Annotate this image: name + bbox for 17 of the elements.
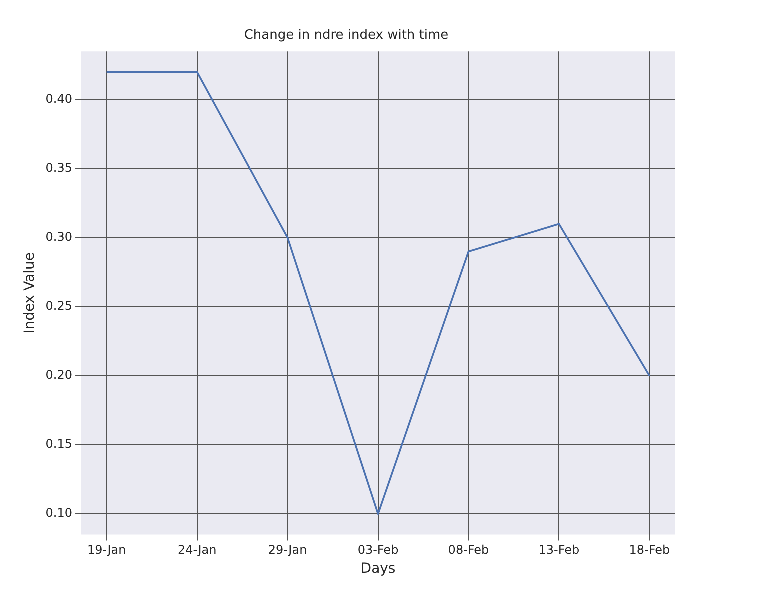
chart-title: Change in ndre index with time [244, 28, 449, 44]
y-tick-label: 0.35 [46, 161, 73, 176]
x-tick-label: 13-Feb [538, 543, 580, 558]
y-tick-label: 0.40 [46, 92, 73, 106]
y-tick-label: 0.25 [46, 299, 73, 314]
x-tick-label: 19-Jan [87, 543, 126, 558]
y-axis-title: Index Value [22, 252, 38, 334]
y-tick-label: 0.15 [46, 437, 73, 452]
x-tick-label: 03-Feb [358, 543, 399, 558]
y-tick-label: 0.30 [46, 230, 73, 244]
x-axis-title: Days [360, 561, 396, 578]
y-tick-label: 0.10 [46, 506, 73, 520]
x-tick-label: 24-Jan [178, 543, 217, 558]
y-tick-label: 0.20 [46, 368, 73, 382]
x-tick-label: 18-Feb [629, 543, 670, 558]
x-tick-label: 08-Feb [448, 543, 490, 558]
x-tick-label: 29-Jan [268, 543, 308, 558]
